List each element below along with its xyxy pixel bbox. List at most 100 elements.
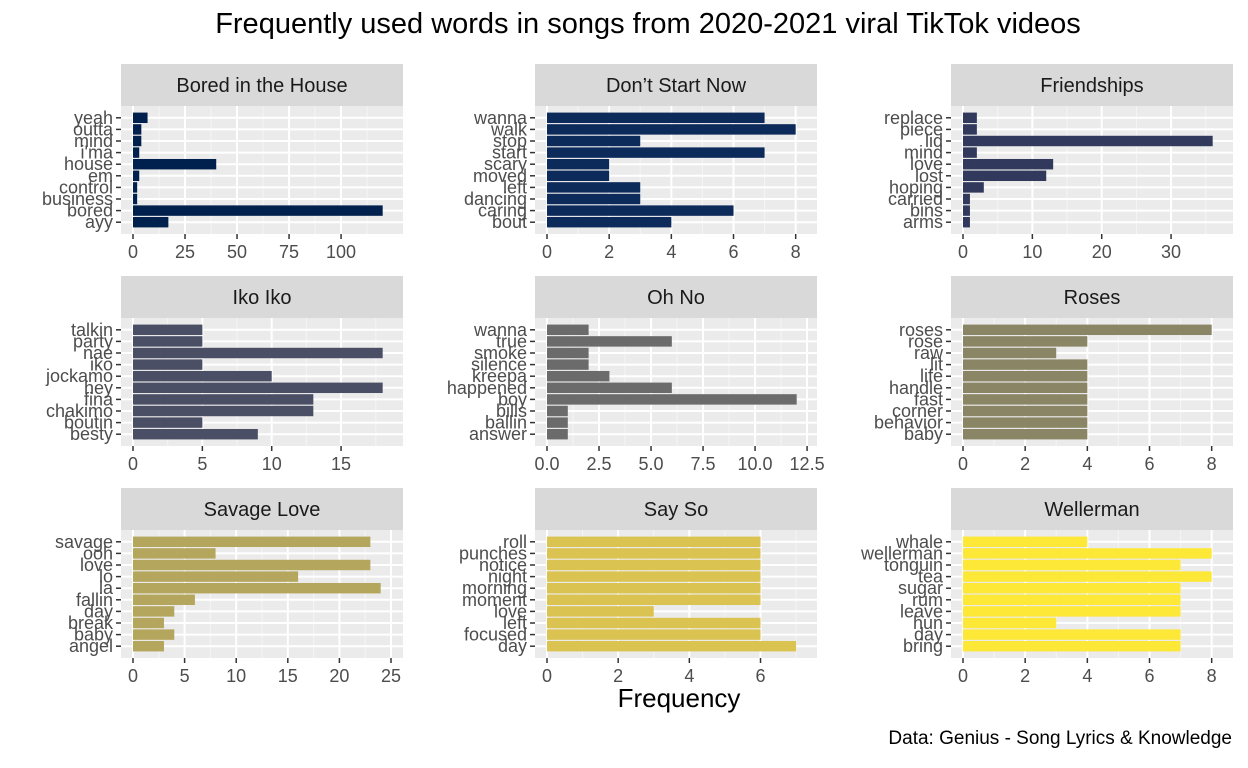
facet-strip-label: Roses [1064,287,1121,309]
bar [963,582,1181,594]
y-tick-label: piece [900,119,943,139]
bar [963,135,1213,147]
x-tick-label: 75 [279,242,299,262]
y-tick-label: love [494,601,527,621]
bar [963,147,977,158]
y-tick-label: rum [912,590,943,610]
y-tick-label: day [84,601,113,621]
y-tick-label: bins [910,201,943,221]
x-tick-label: 25 [381,666,401,686]
bar [133,629,175,640]
bar [547,405,568,417]
bar [547,135,641,147]
bar [547,548,761,559]
bar [963,370,1088,382]
bar [547,582,761,594]
y-tick-label: bored [67,201,113,221]
y-tick-label: em [88,166,113,186]
bar [133,606,175,617]
facet-strip-label: Say So [644,499,708,521]
y-tick-label: smoke [474,343,527,363]
facet-panel: Oh No wannatruesmokesilencekreepahappened… [447,276,825,474]
x-tick-label: 2.5 [587,454,612,474]
bar [963,112,977,124]
bar [963,158,1054,170]
facet-panel: Roses rosesroserawlitlifehandlefastcorner… [874,276,1233,474]
x-tick-label: 0 [958,242,968,262]
y-tick-label: focused [464,625,527,645]
bar [133,193,138,205]
x-tick-label: 0 [128,242,138,262]
y-tick-label: day [498,636,527,656]
y-tick-label: control [59,177,113,197]
y-tick-label: business [42,189,113,209]
facet-panel: Bored in the House yeahouttamindi'mahouse… [42,64,403,262]
y-tick-label: silence [471,355,527,375]
panel-background [951,106,1233,234]
x-tick-label: 100 [326,242,356,262]
y-tick-label: jockamo [45,366,113,386]
y-tick-label: rose [908,331,943,351]
y-tick-label: handle [889,378,943,398]
y-tick-label: roll [503,532,527,552]
x-tick-label: 10.0 [738,454,773,474]
x-tick-label: 0 [542,242,552,262]
y-tick-label: wellerman [860,543,943,563]
x-tick-label: 6 [728,242,738,262]
x-tick-label: 8 [791,242,801,262]
bar [133,147,140,158]
facet-strip-label: Don’t Start Now [606,75,747,97]
bar [963,428,1088,440]
facet-strip-label: Savage Love [204,499,321,521]
y-tick-label: fina [84,389,114,409]
y-tick-label: night [488,567,527,587]
facet-strip-label: Bored in the House [176,75,347,97]
bar [547,559,761,571]
bar [133,382,383,394]
bar [547,347,589,359]
bar [963,193,970,205]
x-tick-label: 4 [666,242,676,262]
y-tick-label: tea [918,567,944,587]
y-tick-label: wanna [473,108,528,128]
y-tick-label: lo [99,567,113,587]
bar [547,324,589,336]
facet-strip-label: Oh No [647,287,705,309]
facet-strip [951,276,1233,318]
y-tick-label: happened [447,378,527,398]
bar [963,382,1088,394]
facet-strip [121,64,403,106]
bar [133,417,203,428]
bar [133,359,203,370]
bar [547,629,761,640]
bar [963,617,1057,629]
bar [133,548,216,559]
x-tick-label: 8 [1207,454,1217,474]
x-tick-label: 0 [128,454,138,474]
bar [547,336,672,347]
x-tick-label: 5 [180,666,190,686]
facet-panel: Don’t Start Now wannawalkstopstartscarymo… [464,64,817,262]
y-tick-label: kreepa [472,366,528,386]
facet-panel: Say So rollpunchesnoticenightmorningmomen… [459,488,817,686]
bar [133,182,138,193]
y-tick-label: true [496,331,527,351]
bar [133,347,383,359]
x-tick-label: 4 [1082,454,1092,474]
bar [963,536,1088,548]
bar [547,536,761,548]
facet-strip-label: Friendships [1040,75,1143,97]
y-tick-label: chakimo [46,401,113,421]
x-tick-label: 2 [1020,666,1030,686]
y-tick-label: bout [492,212,527,232]
x-tick-label: 6 [756,666,766,686]
y-tick-label: moment [462,590,527,610]
bar [963,182,984,193]
y-tick-label: raw [914,343,944,363]
y-tick-label: left [503,177,527,197]
x-tick-label: 0 [958,454,968,474]
y-tick-label: nae [83,343,113,363]
y-tick-label: day [914,625,943,645]
bar [963,571,1212,582]
facet-strip-label: Iko Iko [233,287,292,309]
